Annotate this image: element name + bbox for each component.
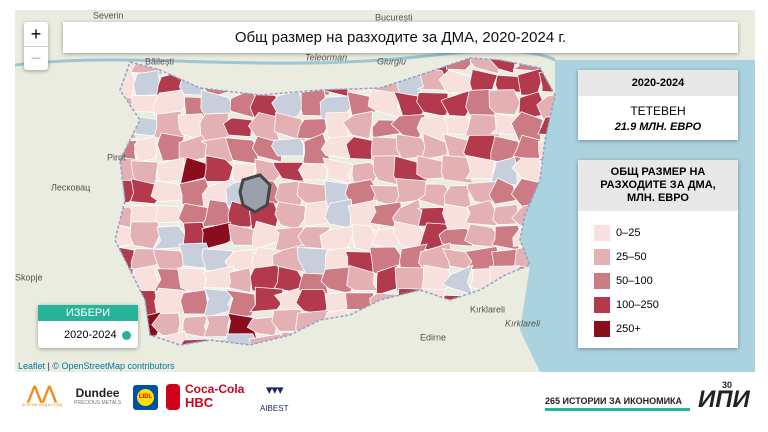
municipality[interactable]	[464, 199, 501, 227]
legend-swatch	[594, 273, 610, 289]
border	[114, 57, 556, 346]
municipality[interactable]	[132, 70, 160, 97]
legend-item: 0–25	[594, 221, 738, 245]
legend-item: 25–50	[594, 245, 738, 269]
logo-text: HBC	[185, 395, 214, 410]
municipality[interactable]	[201, 221, 232, 251]
place-label: Kırklareli	[470, 304, 505, 314]
municipality[interactable]	[488, 89, 521, 116]
logo-text: Coca-Cola	[185, 382, 245, 396]
municipality[interactable]	[200, 89, 237, 120]
ipi-years: 30	[722, 380, 733, 390]
municipality[interactable]	[133, 136, 157, 163]
ipi-logo: ИПИ	[698, 386, 750, 413]
place-label: Giurgiu	[377, 56, 406, 66]
place-label: Edirne	[420, 332, 446, 342]
legend-swatch	[594, 297, 610, 313]
municipality[interactable]	[129, 221, 161, 250]
info-name: ТЕТЕВЕН	[630, 104, 686, 118]
place-label: Лесковац	[51, 182, 90, 192]
municipality[interactable]	[224, 289, 256, 319]
municipality[interactable]	[492, 204, 519, 226]
option-dot	[122, 331, 131, 340]
info-box: 2020-2024 ТЕТЕВЕН 21.9 МЛН. ЕВРО	[578, 70, 738, 140]
logo-text: LIDL	[137, 389, 154, 406]
selected-municipality[interactable]	[238, 173, 272, 214]
municipality[interactable]	[304, 200, 332, 227]
municipality[interactable]	[154, 287, 188, 317]
map-title: Общ размер на разходите за ДМА, 2020-202…	[63, 22, 738, 53]
legend-title: ОБЩ РАЗМЕР НА РАЗХОДИТЕ ЗА ДМА, МЛН. ЕВР…	[578, 160, 738, 211]
municipality[interactable]	[251, 220, 285, 251]
legend-label: 50–100	[616, 275, 653, 287]
municipality[interactable]	[438, 227, 474, 247]
logo: Coca-Cola HBC	[185, 382, 245, 410]
attribution: Leaflet | © OpenStreetMap contributors	[18, 361, 175, 371]
zoom-control: + −	[24, 22, 48, 70]
logo: LIDL	[133, 385, 158, 410]
logo: ⋀⋀ АГАРИЯ ИНДЪСТ-БД	[18, 384, 66, 407]
leaflet-link[interactable]: Leaflet	[18, 361, 46, 371]
logo-text: PRECIOUS METALS	[74, 400, 122, 406]
legend-label: 250+	[616, 323, 641, 335]
place-label: Teleorman	[305, 52, 347, 62]
municipality[interactable]	[249, 286, 284, 313]
legend-swatch	[594, 225, 610, 241]
info-period: 2020-2024	[578, 70, 738, 96]
legend-item: 100–250	[594, 293, 738, 317]
place-label: Băilești	[145, 56, 174, 66]
zoom-out[interactable]: −	[30, 48, 42, 68]
series-title: 265 ИСТОРИИ ЗА ИКОНОМИКА	[545, 396, 690, 411]
municipality[interactable]	[297, 162, 329, 181]
logo-text: АГАРИЯ ИНДЪСТ-БД	[21, 402, 63, 407]
selector-option[interactable]: 2020-2024	[38, 321, 138, 341]
legend-items: 0–25 25–50 50–100 100–250 250+	[578, 211, 738, 341]
legend-label: 0–25	[616, 227, 641, 239]
osm-link[interactable]: © OpenStreetMap contributors	[52, 361, 175, 371]
place-label: Severin	[93, 10, 124, 20]
selector: ИЗБЕРИ 2020-2024	[38, 305, 138, 348]
municipality[interactable]	[270, 137, 305, 157]
logo: Dundee PRECIOUS METALS	[74, 386, 121, 406]
place-label: Kırklareli	[505, 318, 541, 328]
place-label: Pirot	[107, 152, 126, 162]
legend-label: 25–50	[616, 251, 647, 263]
option-label: 2020-2024	[64, 329, 117, 341]
logo: ▾▾▾ AIBEST	[260, 382, 289, 413]
legend: ОБЩ РАЗМЕР НА РАЗХОДИТЕ ЗА ДМА, МЛН. ЕВР…	[578, 160, 738, 348]
municipality[interactable]	[470, 49, 500, 75]
municipality[interactable]	[320, 135, 356, 160]
place-label: București	[375, 12, 413, 22]
legend-swatch	[594, 249, 610, 265]
legend-item: 250+	[594, 317, 738, 341]
selector-title: ИЗБЕРИ	[38, 305, 138, 321]
legend-label: 100–250	[616, 299, 659, 311]
municipality[interactable]	[342, 110, 374, 140]
legend-swatch	[594, 321, 610, 337]
place-label: Skopje	[15, 272, 43, 282]
logo-text: AIBEST	[260, 404, 289, 413]
logo-text: Dundee	[75, 386, 120, 400]
footer: ⋀⋀ АГАРИЯ ИНДЪСТ-БД Dundee PRECIOUS METALS…	[0, 378, 768, 432]
legend-item: 50–100	[594, 269, 738, 293]
info-value: 21.9 МЛН. ЕВРО	[614, 121, 702, 133]
municipality[interactable]	[227, 267, 253, 294]
zoom-in[interactable]: +	[24, 22, 48, 47]
logo-bottle	[166, 384, 180, 410]
